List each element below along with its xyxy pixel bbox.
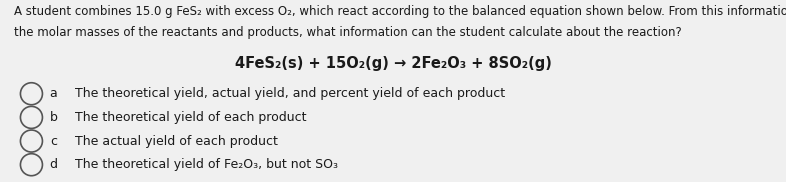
Text: d: d [50, 158, 57, 171]
Text: b: b [50, 111, 57, 124]
Text: The theoretical yield, actual yield, and percent yield of each product: The theoretical yield, actual yield, and… [75, 87, 505, 100]
Text: c: c [50, 134, 57, 148]
Text: The theoretical yield of Fe₂O₃, but not SO₃: The theoretical yield of Fe₂O₃, but not … [75, 158, 338, 171]
Text: A student combines 15.0 g FeS₂ with excess O₂, which react according to the bala: A student combines 15.0 g FeS₂ with exce… [14, 5, 786, 18]
Text: The actual yield of each product: The actual yield of each product [75, 134, 277, 148]
Text: a: a [50, 87, 57, 100]
Text: The theoretical yield of each product: The theoretical yield of each product [75, 111, 307, 124]
Text: 4FeS₂(s) + 15O₂(g) → 2Fe₂O₃ + 8SO₂(g): 4FeS₂(s) + 15O₂(g) → 2Fe₂O₃ + 8SO₂(g) [234, 56, 552, 70]
Text: the molar masses of the reactants and products, what information can the student: the molar masses of the reactants and pr… [14, 26, 682, 39]
